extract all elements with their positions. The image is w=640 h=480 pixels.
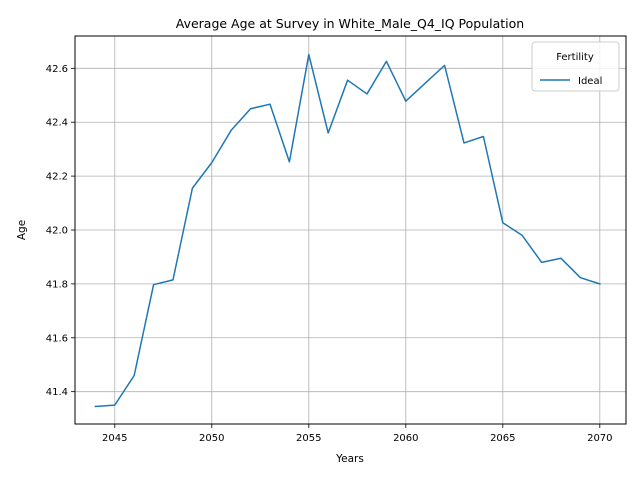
y-tick-label: 41.8 [46,279,68,290]
y-tick-label: 42.2 [46,172,68,183]
x-tick-label: 2060 [393,433,418,444]
series-lines [94,53,601,408]
y-tick-label: 42.6 [46,64,68,75]
x-tick-label: 2045 [102,433,127,444]
y-axis-label: Age [16,220,28,240]
grid-lines [75,36,626,424]
y-tick-label: 42.4 [46,118,68,129]
axis-ticks: 2045 2050 2055 2060 2065 2070 41.4 41.6 41.8 42.0… [46,64,613,444]
x-tick-label: 2050 [199,433,224,444]
y-tick-label: 42.0 [46,226,68,237]
legend-title: Fertility [556,52,594,63]
legend-box [531,41,620,92]
y-tick-label: 41.6 [46,333,68,344]
legend: Fertility Ideal [531,41,620,92]
x-tick-label: 2055 [296,433,321,444]
series-line-ideal [94,53,601,408]
chart-title: Average Age at Survey in White_Male_Q4_I… [176,16,524,31]
x-tick-label: 2065 [490,433,515,444]
x-tick-label: 2070 [587,433,612,444]
x-axis-label: Years [335,453,364,465]
y-tick-label: 41.4 [46,387,68,398]
legend-label-ideal: Ideal [578,76,602,87]
